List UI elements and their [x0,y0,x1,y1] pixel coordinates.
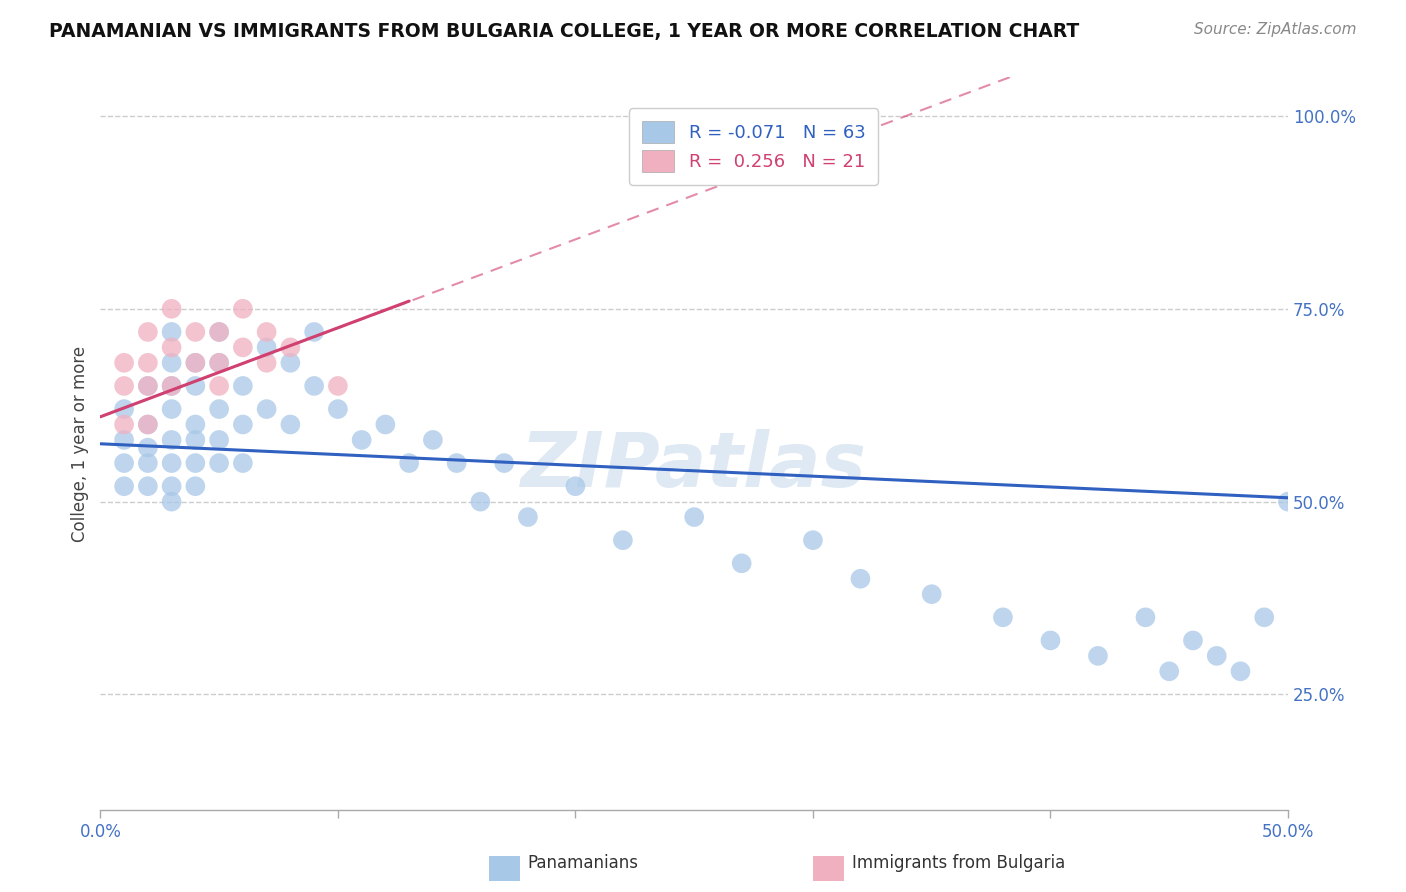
Point [112,456,135,470]
Point [302,325,325,339]
Point [1135,610,1157,624]
Point [160,379,183,393]
Point [1205,648,1227,663]
Point [302,379,325,393]
Point [136,379,159,393]
Point [232,301,254,316]
Point [112,379,135,393]
Point [136,441,159,455]
Point [184,417,207,432]
Point [1181,633,1204,648]
Point [446,456,468,470]
Point [470,494,492,508]
Point [136,417,159,432]
Point [112,402,135,417]
Point [136,325,159,339]
Point [208,356,231,370]
Point [326,402,349,417]
Point [849,572,872,586]
Point [184,456,207,470]
Point [184,433,207,447]
Point [280,340,302,354]
Text: PANAMANIAN VS IMMIGRANTS FROM BULGARIA COLLEGE, 1 YEAR OR MORE CORRELATION CHART: PANAMANIAN VS IMMIGRANTS FROM BULGARIA C… [49,22,1080,41]
Point [160,379,183,393]
Point [184,379,207,393]
Point [1253,610,1275,624]
Point [208,356,231,370]
Text: Source: ZipAtlas.com: Source: ZipAtlas.com [1194,22,1357,37]
Point [184,356,207,370]
Point [1159,665,1181,679]
Point [136,356,159,370]
Point [516,510,538,524]
Point [232,379,254,393]
Y-axis label: College, 1 year or more: College, 1 year or more [72,346,89,541]
Point [160,301,183,316]
Point [1277,494,1299,508]
Point [136,479,159,493]
Legend: R = -0.071   N = 63, R =  0.256   N = 21: R = -0.071 N = 63, R = 0.256 N = 21 [628,109,877,185]
Point [160,340,183,354]
Point [160,356,183,370]
Point [683,510,706,524]
Point [256,325,278,339]
Text: Panamanians: Panamanians [527,855,638,872]
Point [208,325,231,339]
Point [184,325,207,339]
Point [112,356,135,370]
Point [208,433,231,447]
Point [112,433,135,447]
Point [184,479,207,493]
Point [326,379,349,393]
Point [612,533,634,548]
Point [280,417,302,432]
Point [208,325,231,339]
Point [1039,633,1062,648]
Point [208,379,231,393]
Point [256,402,278,417]
Point [160,325,183,339]
Point [280,356,302,370]
Point [160,456,183,470]
Text: Immigrants from Bulgaria: Immigrants from Bulgaria [852,855,1066,872]
Point [208,456,231,470]
Point [494,456,516,470]
Point [1087,648,1109,663]
Point [160,433,183,447]
Point [422,433,444,447]
Point [160,479,183,493]
Point [256,340,278,354]
Point [398,456,420,470]
Point [921,587,943,601]
Point [184,356,207,370]
Point [232,340,254,354]
Point [208,402,231,417]
Point [160,402,183,417]
Point [256,356,278,370]
Point [160,494,183,508]
Point [991,610,1014,624]
Point [801,533,824,548]
Point [136,456,159,470]
Point [350,433,373,447]
Point [112,417,135,432]
Point [136,417,159,432]
Point [1229,665,1251,679]
Point [232,417,254,432]
Text: ZIPatlas: ZIPatlas [522,429,868,503]
Point [564,479,586,493]
Point [112,479,135,493]
Point [232,456,254,470]
Point [136,379,159,393]
Point [731,557,754,571]
Point [374,417,396,432]
